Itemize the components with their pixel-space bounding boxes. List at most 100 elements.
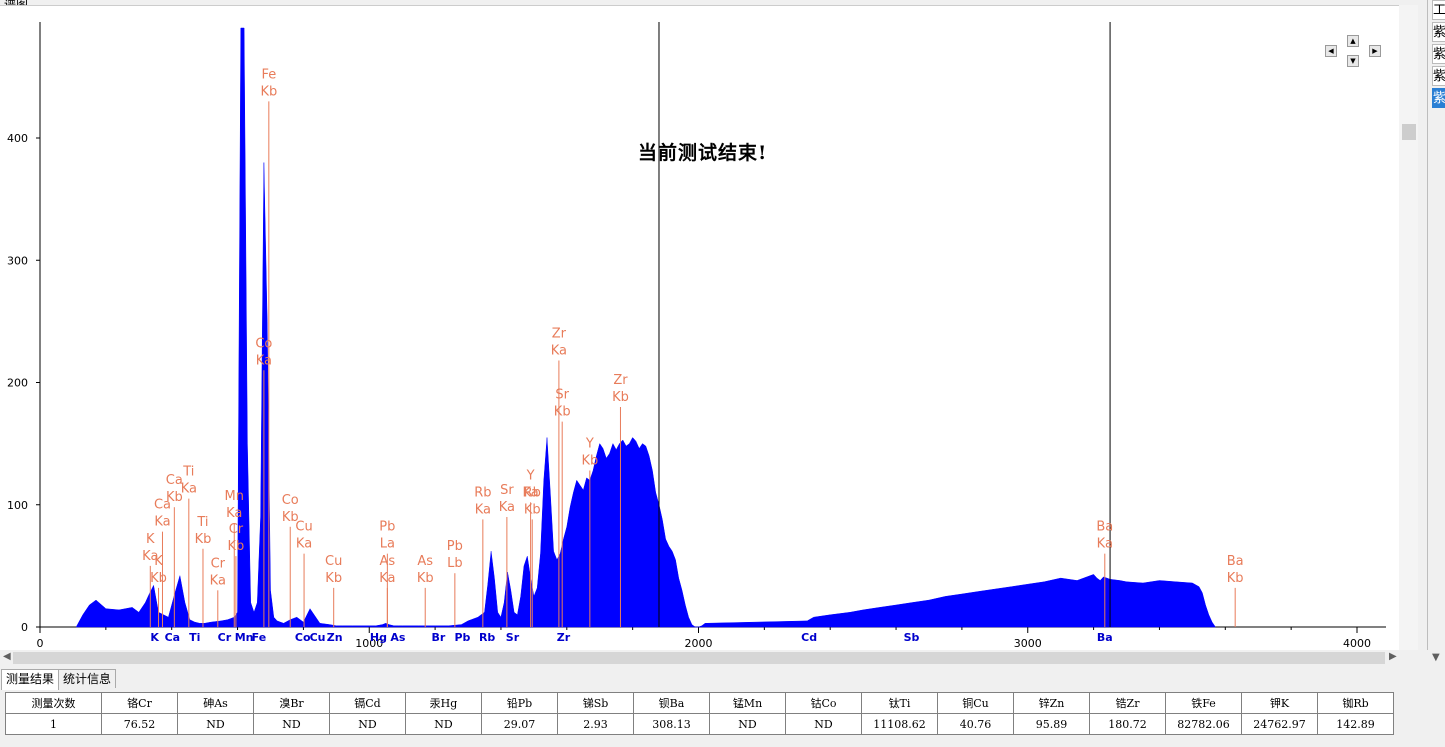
y-tick-label: 300 (7, 254, 28, 267)
results-header-cell[interactable]: 砷As (177, 692, 254, 714)
table-row[interactable]: 1 76.52 ND ND ND ND 29.07 2.93 308.13 ND ND 11108.6… (5, 713, 1394, 735)
x-tick-label: 4000 (1343, 637, 1371, 650)
results-header-cell[interactable]: 铁Fe (1165, 692, 1242, 714)
peak-label: Kb (417, 571, 434, 586)
results-header-cell[interactable]: 测量次数 (5, 692, 102, 714)
results-cell: 2.93 (557, 713, 634, 735)
horizontal-scrollbar-thumb[interactable] (13, 652, 1385, 664)
peak-label: Kb (260, 84, 277, 99)
peak-label: Cr (211, 556, 226, 571)
peak-label: Y (585, 437, 594, 452)
peak-label: Zr (613, 373, 628, 388)
pan-right-button[interactable]: ▶ (1369, 45, 1381, 57)
peak-label: Ca (166, 473, 183, 488)
y-tick-label: 200 (7, 377, 28, 390)
right-strip-tab-3[interactable]: 紫 (1432, 66, 1445, 86)
right-strip-scroll-down-icon[interactable]: ▼ (1432, 652, 1440, 663)
results-header-cell[interactable]: 锰Mn (709, 692, 786, 714)
results-cell: 1 (5, 713, 102, 735)
results-cell: ND (405, 713, 482, 735)
peak-label: K (146, 532, 155, 547)
results-header-cell[interactable]: 钛Ti (861, 692, 938, 714)
scroll-left-icon[interactable]: ◀ (3, 651, 11, 662)
peak-label: As (380, 554, 396, 569)
tab-measurement-results[interactable]: 测量结果 (1, 669, 60, 690)
results-header-cell[interactable]: 镉Cd (329, 692, 406, 714)
pan-left-button[interactable]: ◀ (1325, 45, 1337, 57)
element-marker-label: Cd (801, 631, 817, 644)
right-strip-tab-4[interactable]: 紫 (1432, 88, 1445, 108)
results-header-cell[interactable]: 汞Hg (405, 692, 482, 714)
peak-label: Ti (196, 515, 208, 530)
vertical-scrollbar[interactable] (1399, 5, 1418, 650)
peak-label: Ca (154, 498, 171, 513)
element-marker-label: Br (431, 631, 445, 644)
results-header-cell[interactable]: 锆Zr (1089, 692, 1166, 714)
peak-label: Co (255, 336, 272, 351)
peak-label: Ti (182, 465, 194, 480)
results-header-cell[interactable]: 铬Cr (101, 692, 178, 714)
peak-label: Pb (447, 539, 463, 554)
element-marker-label: Fe (252, 631, 267, 644)
scroll-right-icon[interactable]: ▶ (1389, 651, 1397, 662)
results-header-row: 测量次数 铬Cr 砷As 溴Br 镉Cd 汞Hg 铅Pb 锑Sb 钡Ba 锰Mn 钴Co 钛Ti 铜Cu… (5, 692, 1394, 714)
results-header-cell[interactable]: 铅Pb (481, 692, 558, 714)
peak-label: Kb (1227, 571, 1244, 586)
results-cell: ND (785, 713, 862, 735)
x-tick-label: 3000 (1014, 637, 1042, 650)
peak-label: Cu (295, 520, 312, 535)
peak-label: Y (526, 468, 535, 483)
results-header-cell[interactable]: 铷Rb (1317, 692, 1394, 714)
tab-statistics[interactable]: 统计信息 (58, 669, 117, 688)
x-tick-label: 2000 (685, 637, 713, 650)
results-header-cell[interactable]: 钴Co (785, 692, 862, 714)
peak-label: K (154, 554, 163, 569)
element-marker-label: Pb (454, 631, 470, 644)
element-marker-label: K (150, 631, 159, 644)
results-cell: ND (709, 713, 786, 735)
peak-label: Cr (229, 522, 244, 537)
peak-label: Ka (379, 571, 395, 586)
results-header-cell[interactable]: 钾K (1241, 692, 1318, 714)
results-cell: 24762.97 (1241, 713, 1318, 735)
right-strip-tab-1[interactable]: 紫 (1432, 22, 1445, 42)
peak-label: Cu (325, 554, 342, 569)
results-header-cell[interactable]: 溴Br (253, 692, 330, 714)
right-side-panel: 工 紫 紫 紫 紫 (1427, 0, 1445, 650)
peak-label: Zr (552, 326, 567, 341)
results-cell: 40.76 (937, 713, 1014, 735)
pan-up-button[interactable]: ▲ (1347, 35, 1359, 47)
peak-label: Pb (379, 520, 395, 535)
peak-label: Kb (195, 532, 212, 547)
right-strip-tab-2[interactable]: 紫 (1432, 44, 1445, 64)
peak-label: Kb (166, 490, 183, 505)
element-marker-label: Rb (479, 631, 495, 644)
results-cell: ND (253, 713, 330, 735)
results-header-cell[interactable]: 锌Zn (1013, 692, 1090, 714)
results-cell: 308.13 (633, 713, 710, 735)
pan-down-button[interactable]: ▼ (1347, 55, 1359, 67)
peak-label: Ka (296, 537, 312, 552)
results-cell: 142.89 (1317, 713, 1394, 735)
peak-label: Ka (142, 549, 158, 564)
element-marker-label: Zn (327, 631, 343, 644)
right-strip-header[interactable]: 工 (1432, 0, 1445, 20)
peak-label: Rb (474, 485, 491, 500)
peak-label: Ka (475, 502, 491, 517)
vertical-scrollbar-thumb[interactable] (1402, 124, 1416, 140)
results-header-cell[interactable]: 锑Sb (557, 692, 634, 714)
horizontal-scrollbar[interactable]: ◀ ▶ (0, 650, 1418, 666)
peak-label: Sr (500, 483, 514, 498)
results-cell: 82782.06 (1165, 713, 1242, 735)
element-marker-label: As (390, 631, 406, 644)
peak-label: Fe (261, 67, 276, 82)
peak-label: Ka (154, 515, 170, 530)
results-cell: ND (177, 713, 254, 735)
peak-label: Rb (524, 485, 541, 500)
peak-label: Kb (524, 502, 541, 517)
peak-label: Kb (228, 539, 245, 554)
element-marker-label: Co (295, 631, 311, 644)
element-marker-label: Ba (1097, 631, 1113, 644)
results-header-cell[interactable]: 钡Ba (633, 692, 710, 714)
results-header-cell[interactable]: 铜Cu (937, 692, 1014, 714)
